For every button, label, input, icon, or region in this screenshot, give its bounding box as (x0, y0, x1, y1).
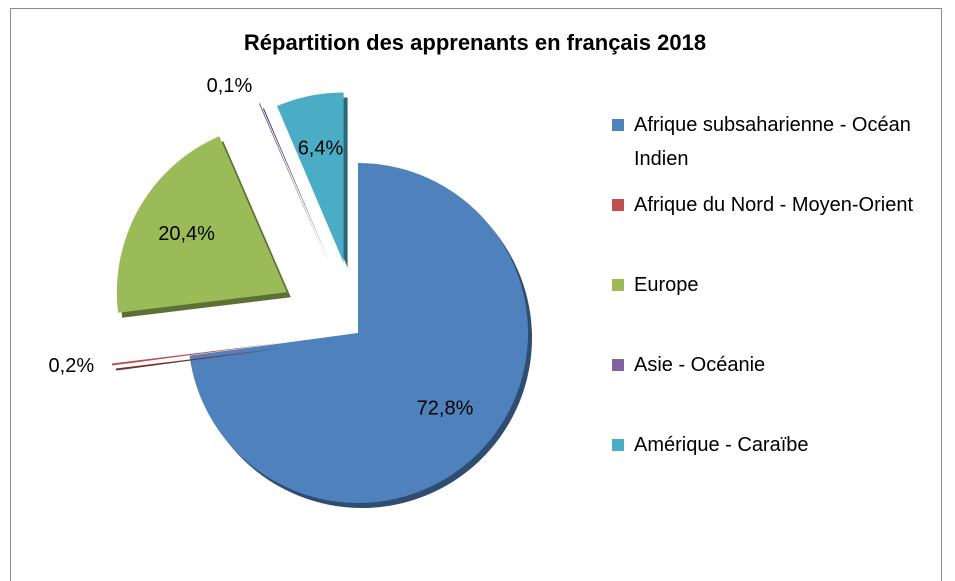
slice (116, 136, 287, 313)
legend-item: Europe (612, 268, 934, 348)
slice (111, 342, 281, 366)
data-label: 6,4% (298, 137, 344, 159)
chart-title: Répartition des apprenants en français 2… (244, 30, 706, 55)
data-label: 0,2% (49, 355, 95, 377)
data-label: 0,1% (207, 75, 253, 97)
slice-shadow (115, 347, 285, 371)
chart-frame (10, 8, 942, 581)
slice (258, 103, 327, 260)
legend-item: Amérique - Caraïbe (612, 428, 934, 508)
legend-item: Afrique du Nord - Moyen-Orient (612, 188, 934, 268)
legend-label: Amérique - Caraïbe (634, 434, 809, 456)
legend-swatch (612, 359, 624, 371)
legend-label: Asie - Océanie (634, 354, 766, 376)
legend-swatch (612, 279, 624, 291)
slice (277, 92, 344, 263)
legend-label: Afrique subsaharienne - Océan Indien (634, 114, 911, 170)
slice (189, 163, 529, 504)
legend-swatch (612, 119, 624, 131)
legend-swatch (612, 439, 624, 451)
legend-swatch (612, 199, 624, 211)
data-label: 20,4% (158, 223, 215, 245)
legend: Afrique subsaharienne - Océan Indien Afri… (612, 108, 932, 508)
slice-shadow (262, 108, 331, 265)
data-label: 72,8% (417, 397, 474, 419)
legend-item: Afrique subsaharienne - Océan Indien (612, 108, 934, 188)
legend-label: Afrique du Nord - Moyen-Orient (634, 194, 914, 216)
legend-item: Asie - Océanie (612, 348, 934, 428)
legend-label: Europe (634, 274, 699, 296)
